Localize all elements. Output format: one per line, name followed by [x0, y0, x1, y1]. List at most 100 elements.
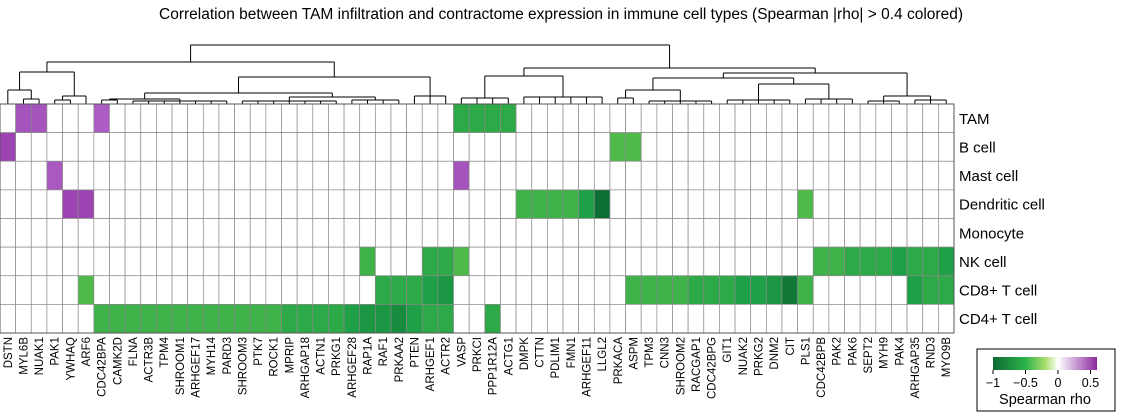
column-dendrogram — [7, 44, 947, 104]
colorbar-ticks: −1 −0.5 0 0.5 — [986, 370, 1099, 390]
heatmap-cell — [703, 275, 720, 305]
heatmap-cell — [750, 103, 767, 133]
heatmap-cell — [687, 218, 705, 248]
heatmap-cell — [312, 132, 329, 162]
heatmap-cell — [797, 275, 814, 305]
column-label: PARD3 — [222, 337, 234, 375]
heatmap-cell — [156, 304, 173, 334]
heatmap-cell — [453, 189, 470, 219]
heatmap-cell — [812, 160, 830, 191]
heatmap-cell — [500, 132, 517, 162]
heatmap-cell — [109, 246, 126, 277]
heatmap-cell — [46, 218, 63, 248]
column-label: ASPM — [628, 337, 640, 370]
column-label: MYH9 — [879, 337, 891, 369]
heatmap-cell — [374, 218, 392, 248]
heatmap-cell — [719, 246, 736, 277]
heatmap-cell — [187, 246, 204, 277]
heatmap-cell — [374, 246, 392, 277]
heatmap-cell — [281, 275, 298, 305]
heatmap-cell — [187, 189, 204, 219]
heatmap-cell — [672, 132, 689, 162]
column-label: MPRIP — [284, 337, 296, 374]
heatmap-cell — [656, 103, 673, 133]
heatmap-cell — [15, 218, 32, 248]
row-label: Dendritic cell — [959, 197, 1045, 214]
row-label: TAM — [959, 111, 990, 128]
heatmap-cell — [234, 103, 251, 133]
heatmap-cell — [703, 103, 720, 133]
heatmap-cell — [374, 304, 392, 334]
heatmap-cell — [296, 132, 314, 162]
heatmap-cell — [62, 132, 79, 162]
heatmap-cell — [281, 218, 298, 248]
heatmap-cell — [719, 275, 736, 305]
heatmap-cell — [484, 189, 501, 219]
heatmap-cell — [77, 304, 95, 334]
heatmap-cell — [781, 246, 798, 277]
column-label: PTK7 — [253, 337, 265, 366]
heatmap-cell — [234, 246, 251, 277]
heatmap-cell — [781, 160, 798, 191]
heatmap-cell — [828, 160, 845, 191]
heatmap-cell — [719, 304, 736, 334]
heatmap-cell — [46, 275, 63, 305]
heatmap-cell — [46, 160, 63, 191]
heatmap-cell — [844, 160, 861, 191]
heatmap-cell — [640, 189, 658, 219]
column-label: ARF6 — [81, 337, 93, 366]
heatmap-cell — [30, 103, 48, 133]
heatmap-cell — [859, 246, 877, 277]
heatmap-cell — [187, 218, 204, 248]
heatmap-cell — [609, 246, 626, 277]
column-label: PAK2 — [832, 337, 844, 366]
heatmap-cell — [202, 218, 220, 248]
chart-title: Correlation between TAM infiltration and… — [159, 6, 963, 23]
heatmap-cell — [750, 160, 767, 191]
heatmap-cell — [296, 246, 314, 277]
heatmap-cell — [922, 132, 939, 162]
heatmap-cell — [0, 103, 16, 133]
heatmap-cell — [906, 132, 924, 162]
heatmap-cell — [906, 275, 924, 305]
heatmap-cell — [828, 275, 845, 305]
heatmap-cell — [765, 304, 783, 334]
heatmap-cell — [875, 246, 892, 277]
column-label: DMPK — [519, 337, 531, 371]
heatmap-cell — [500, 160, 517, 191]
heatmap-cell — [812, 103, 830, 133]
heatmap-cell — [891, 218, 908, 248]
heatmap-cell — [656, 160, 673, 191]
heatmap-cell — [328, 218, 345, 248]
heatmap-cell — [265, 132, 282, 162]
column-label: CIT — [785, 337, 797, 356]
heatmap-cell — [124, 160, 142, 191]
heatmap-cell — [672, 304, 689, 334]
heatmap-cell — [703, 132, 720, 162]
heatmap-cell — [531, 304, 548, 334]
heatmap-cell — [437, 218, 454, 248]
heatmap-cell — [734, 304, 752, 334]
heatmap-cell — [468, 304, 486, 334]
heatmap-cell — [750, 218, 767, 248]
heatmap-cell — [812, 275, 830, 305]
heatmap-cell — [46, 304, 63, 334]
heatmap-cell — [859, 304, 877, 334]
heatmap-cell — [922, 103, 939, 133]
heatmap-cell — [531, 132, 548, 162]
heatmap-cell — [406, 132, 423, 162]
heatmap-cell — [343, 304, 361, 334]
heatmap-cell — [922, 275, 939, 305]
heatmap-cell — [202, 189, 220, 219]
heatmap-cell — [468, 103, 486, 133]
heatmap-cell — [781, 189, 798, 219]
heatmap-cell — [891, 160, 908, 191]
column-label: RAF1 — [378, 337, 390, 366]
heatmap-cell — [281, 132, 298, 162]
heatmap-cell — [765, 275, 783, 305]
heatmap-cell — [124, 189, 142, 219]
heatmap-cell — [625, 246, 642, 277]
heatmap-cell — [218, 132, 235, 162]
heatmap-cell — [265, 246, 282, 277]
heatmap-cell — [249, 160, 267, 191]
